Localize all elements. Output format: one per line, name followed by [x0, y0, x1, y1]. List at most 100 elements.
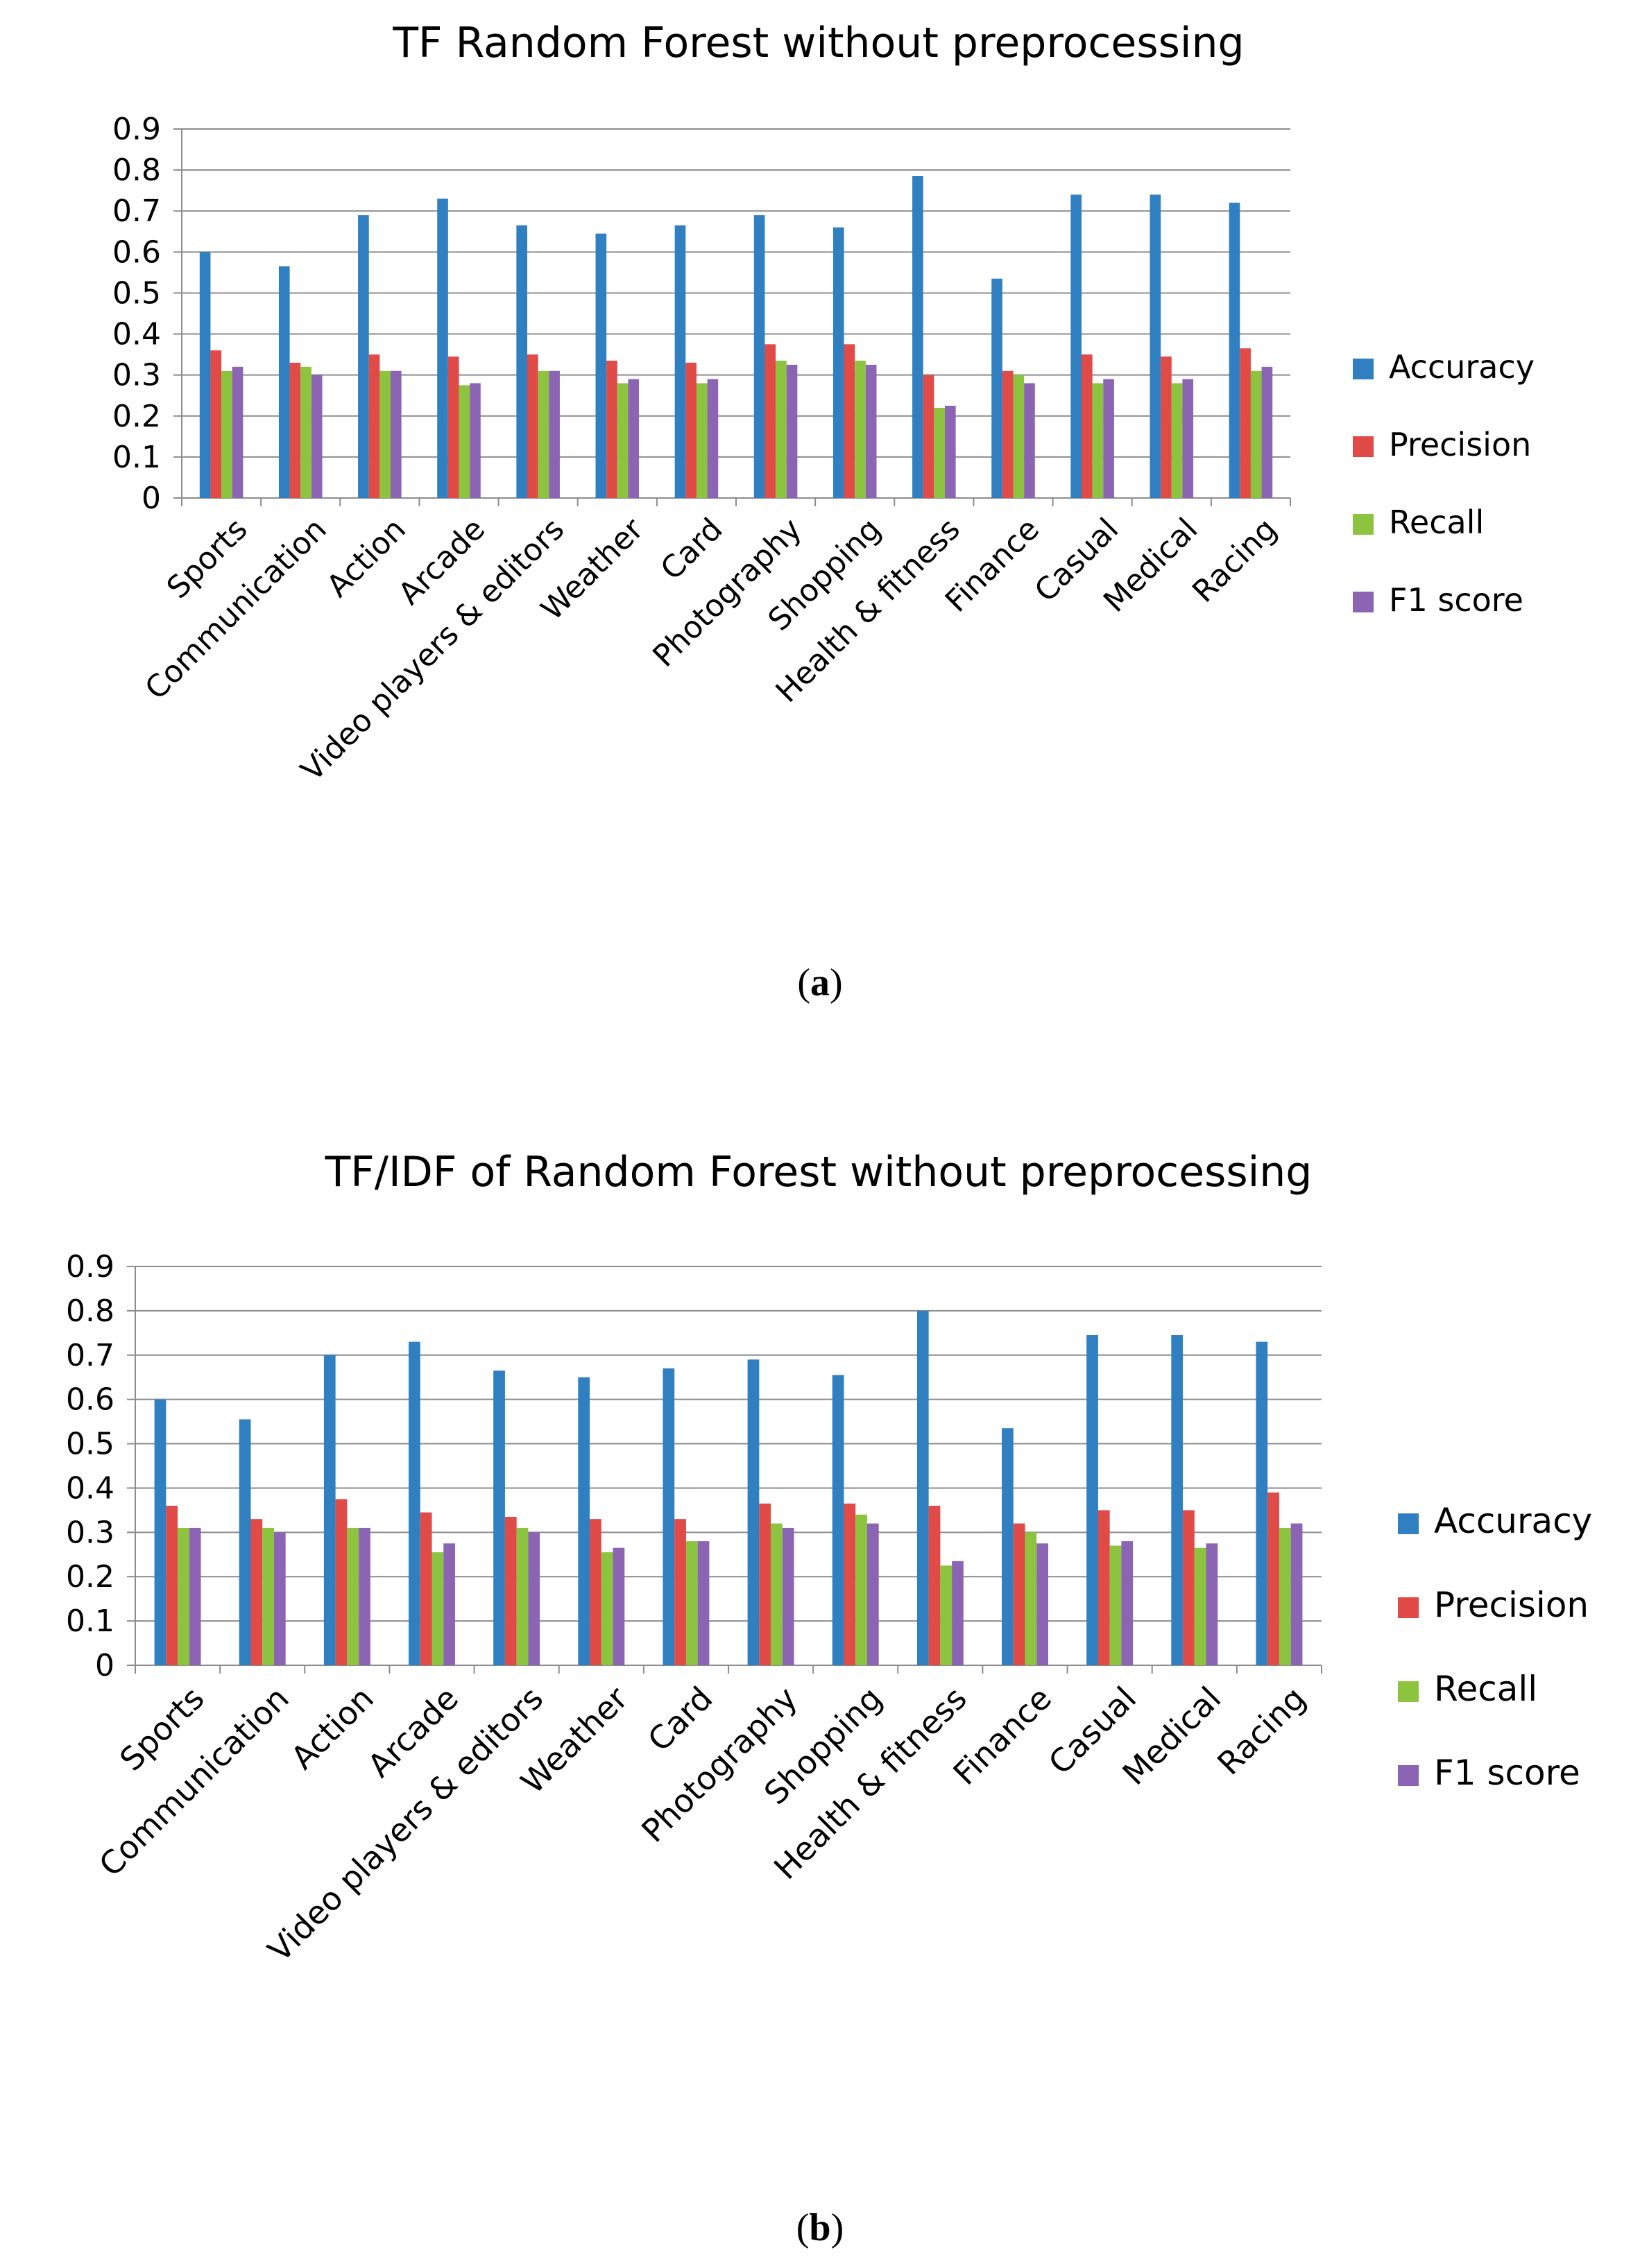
caption-a: (a): [0, 961, 1640, 1005]
bar-recall: [538, 370, 549, 498]
bar-recall: [855, 1514, 867, 1665]
legend-swatch: [1353, 514, 1374, 535]
caption-close: ): [830, 961, 843, 1004]
bar-accuracy: [278, 266, 290, 498]
bar-accuracy: [753, 215, 765, 498]
bar-precision: [527, 354, 538, 498]
bar-recall: [300, 366, 311, 498]
bar-accuracy: [409, 1341, 420, 1665]
bar-f1-score: [1206, 1543, 1218, 1665]
bar-precision: [1013, 1523, 1025, 1665]
bar-recall: [771, 1523, 783, 1665]
bar-precision: [674, 1519, 686, 1665]
x-category-label: Racing: [1186, 511, 1283, 609]
bar-accuracy: [747, 1359, 760, 1665]
bar-recall: [1109, 1545, 1122, 1665]
bar-f1-score: [786, 364, 798, 498]
bar-f1-score: [1290, 1523, 1303, 1665]
legend-label: Precision: [1389, 426, 1531, 463]
bar-f1-score: [232, 366, 244, 498]
bar-accuracy: [916, 1310, 929, 1665]
bar-precision: [765, 344, 776, 498]
legend-swatch: [1353, 592, 1374, 612]
bar-recall: [221, 370, 232, 498]
caption-b: (b): [0, 2206, 1640, 2250]
bar-f1-score: [528, 1532, 540, 1665]
bar-f1-score: [1103, 379, 1114, 498]
bar-f1-score: [470, 383, 481, 498]
bar-recall: [178, 1527, 189, 1665]
bar-f1-score: [1036, 1543, 1048, 1665]
legend-label: Precision: [1434, 1585, 1589, 1625]
bar-f1-score: [1024, 383, 1035, 498]
bar-accuracy: [1171, 1335, 1184, 1665]
bar-recall: [685, 1541, 698, 1665]
bar-accuracy: [1002, 1428, 1014, 1665]
bar-recall: [347, 1527, 359, 1665]
legend-swatch: [1353, 359, 1374, 379]
bar-f1-score: [443, 1543, 455, 1665]
chart-a: TF Random Forest without preprocessing 0…: [0, 0, 1640, 1040]
bar-f1-score: [359, 1527, 370, 1665]
bar-f1-score: [628, 379, 640, 498]
bar-recall: [1171, 383, 1183, 498]
bar-precision: [685, 362, 697, 498]
bar-accuracy: [595, 233, 607, 498]
legend-label: Accuracy: [1434, 1501, 1592, 1541]
bar-precision: [844, 1503, 856, 1665]
legend-swatch: [1398, 1681, 1419, 1702]
bar-precision: [606, 360, 617, 498]
bar-precision: [1240, 348, 1251, 498]
y-tick-label: 0.5: [112, 275, 161, 311]
bar-f1-score: [1261, 366, 1273, 498]
bar-precision: [420, 1512, 432, 1665]
legend-label: Recall: [1434, 1669, 1537, 1709]
bar-precision: [1082, 354, 1093, 498]
bar-accuracy: [1229, 203, 1240, 498]
chart-title: TF/IDF of Random Forest without preproce…: [325, 1148, 1313, 1196]
legend-label: F1 score: [1434, 1753, 1580, 1793]
y-tick-label: 0.7: [112, 194, 161, 229]
bar-f1-score: [390, 370, 402, 498]
y-tick-label: 0: [142, 481, 161, 516]
caption-open: (: [796, 2206, 810, 2249]
bar-accuracy: [239, 1419, 251, 1665]
bar-accuracy: [1256, 1341, 1268, 1665]
y-tick-label: 0.9: [66, 1249, 114, 1285]
chart-a-svg: TF Random Forest without preprocessing 0…: [112, 19, 1535, 788]
bar-accuracy: [1070, 194, 1082, 498]
bar-accuracy: [154, 1399, 166, 1665]
bar-recall: [1279, 1527, 1291, 1665]
bar-f1-score: [944, 406, 956, 498]
bar-precision: [447, 356, 459, 498]
legend-label: Recall: [1389, 504, 1484, 541]
bar-f1-score: [273, 1532, 286, 1665]
bar-f1-score: [311, 375, 323, 498]
legend-swatch: [1353, 436, 1374, 457]
y-tick-label: 0.6: [66, 1382, 114, 1418]
bar-recall: [934, 407, 945, 498]
x-category-label: Racing: [1210, 1679, 1313, 1782]
y-tick-label: 0.9: [112, 112, 161, 147]
bar-accuracy: [493, 1371, 505, 1665]
bar-f1-score: [1182, 379, 1194, 498]
bar-accuracy: [912, 175, 923, 498]
y-tick-label: 0.4: [66, 1470, 114, 1506]
bar-precision: [368, 354, 380, 498]
bar-precision: [335, 1499, 348, 1665]
y-tick-label: 0.8: [66, 1294, 114, 1329]
bar-precision: [289, 362, 301, 498]
y-tick-label: 0.3: [112, 358, 161, 393]
bar-accuracy: [323, 1355, 336, 1665]
bar-precision: [844, 344, 855, 498]
bar-accuracy: [578, 1377, 590, 1665]
bar-recall: [617, 383, 629, 498]
bar-recall: [516, 1527, 529, 1665]
bar-f1-score: [865, 364, 877, 498]
x-category-label: Card: [640, 1679, 719, 1758]
bar-f1-score: [189, 1527, 201, 1665]
x-category-label: Card: [654, 511, 730, 587]
bar-precision: [928, 1506, 941, 1665]
bar-f1-score: [697, 1541, 710, 1665]
bar-accuracy: [674, 225, 686, 498]
